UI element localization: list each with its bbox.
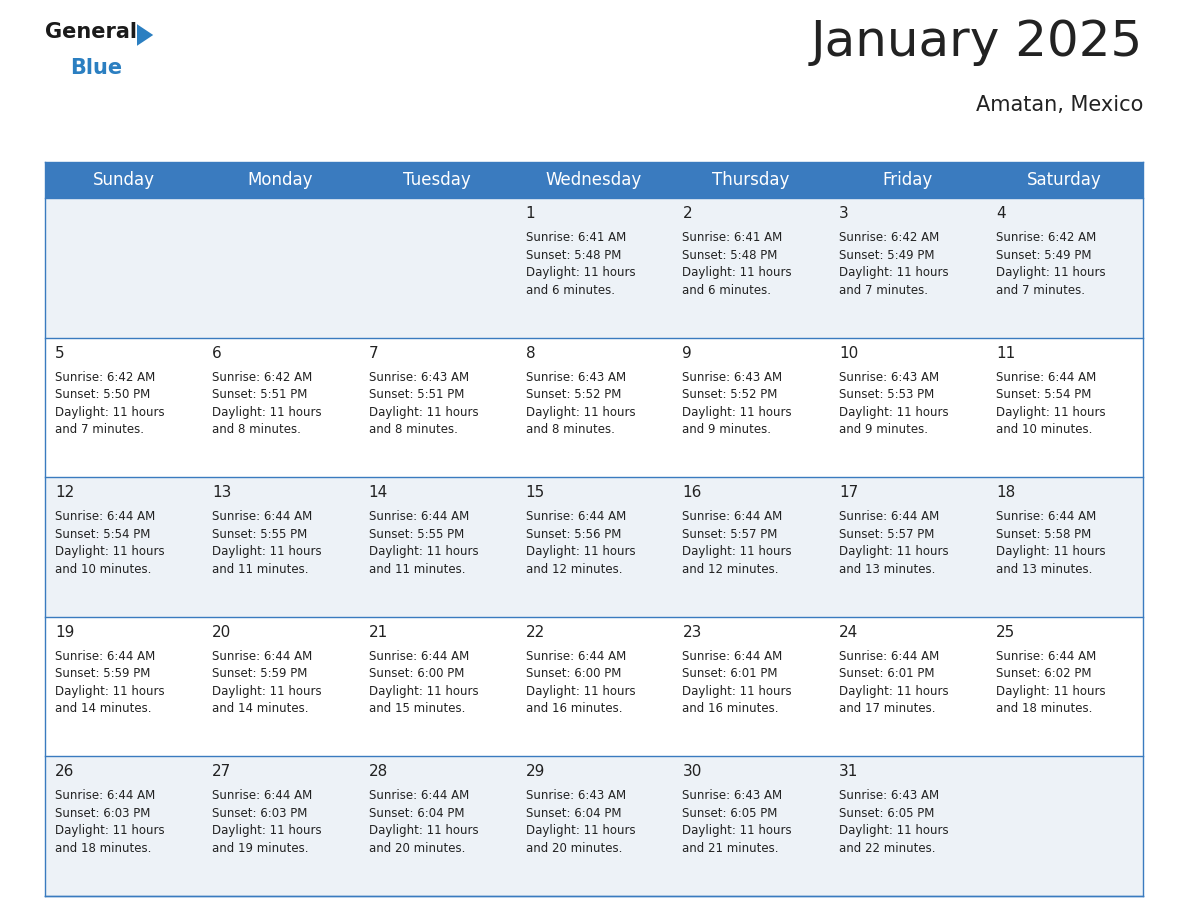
- Text: 3: 3: [839, 206, 849, 221]
- Text: 2: 2: [682, 206, 693, 221]
- Text: 24: 24: [839, 625, 859, 640]
- Text: January 2025: January 2025: [810, 18, 1143, 66]
- Text: Amatan, Mexico: Amatan, Mexico: [975, 95, 1143, 115]
- Bar: [45, 756, 1143, 896]
- Text: 18: 18: [997, 486, 1016, 500]
- Text: 20: 20: [211, 625, 232, 640]
- Text: 13: 13: [211, 486, 232, 500]
- Text: 19: 19: [55, 625, 75, 640]
- Text: Sunrise: 6:44 AM
Sunset: 6:00 PM
Daylight: 11 hours
and 16 minutes.: Sunrise: 6:44 AM Sunset: 6:00 PM Dayligh…: [525, 650, 636, 715]
- Text: Sunrise: 6:41 AM
Sunset: 5:48 PM
Daylight: 11 hours
and 6 minutes.: Sunrise: 6:41 AM Sunset: 5:48 PM Dayligh…: [525, 231, 636, 297]
- Text: 11: 11: [997, 345, 1016, 361]
- Text: 26: 26: [55, 765, 75, 779]
- Text: Tuesday: Tuesday: [403, 171, 470, 189]
- Text: 5: 5: [55, 345, 64, 361]
- Text: Friday: Friday: [883, 171, 933, 189]
- Bar: [45, 338, 1143, 477]
- Text: 27: 27: [211, 765, 232, 779]
- Text: Sunrise: 6:44 AM
Sunset: 5:54 PM
Daylight: 11 hours
and 10 minutes.: Sunrise: 6:44 AM Sunset: 5:54 PM Dayligh…: [55, 510, 165, 576]
- Text: Sunrise: 6:41 AM
Sunset: 5:48 PM
Daylight: 11 hours
and 6 minutes.: Sunrise: 6:41 AM Sunset: 5:48 PM Dayligh…: [682, 231, 792, 297]
- Text: 17: 17: [839, 486, 859, 500]
- Bar: [45, 617, 1143, 756]
- Text: 14: 14: [368, 486, 388, 500]
- Text: Sunrise: 6:43 AM
Sunset: 5:52 PM
Daylight: 11 hours
and 8 minutes.: Sunrise: 6:43 AM Sunset: 5:52 PM Dayligh…: [525, 371, 636, 436]
- Text: Sunrise: 6:44 AM
Sunset: 6:01 PM
Daylight: 11 hours
and 17 minutes.: Sunrise: 6:44 AM Sunset: 6:01 PM Dayligh…: [839, 650, 949, 715]
- Text: 12: 12: [55, 486, 74, 500]
- Text: Wednesday: Wednesday: [545, 171, 643, 189]
- Text: 30: 30: [682, 765, 702, 779]
- Text: 21: 21: [368, 625, 388, 640]
- Text: Sunrise: 6:44 AM
Sunset: 5:59 PM
Daylight: 11 hours
and 14 minutes.: Sunrise: 6:44 AM Sunset: 5:59 PM Dayligh…: [55, 650, 165, 715]
- Text: Sunrise: 6:44 AM
Sunset: 6:00 PM
Daylight: 11 hours
and 15 minutes.: Sunrise: 6:44 AM Sunset: 6:00 PM Dayligh…: [368, 650, 479, 715]
- Text: Sunrise: 6:44 AM
Sunset: 6:03 PM
Daylight: 11 hours
and 18 minutes.: Sunrise: 6:44 AM Sunset: 6:03 PM Dayligh…: [55, 789, 165, 855]
- Text: Sunrise: 6:43 AM
Sunset: 5:51 PM
Daylight: 11 hours
and 8 minutes.: Sunrise: 6:43 AM Sunset: 5:51 PM Dayligh…: [368, 371, 479, 436]
- Text: General: General: [45, 22, 137, 42]
- Text: Sunrise: 6:44 AM
Sunset: 5:57 PM
Daylight: 11 hours
and 12 minutes.: Sunrise: 6:44 AM Sunset: 5:57 PM Dayligh…: [682, 510, 792, 576]
- Text: 15: 15: [525, 486, 545, 500]
- Bar: [45, 198, 1143, 338]
- Text: 7: 7: [368, 345, 378, 361]
- Text: Sunrise: 6:42 AM
Sunset: 5:50 PM
Daylight: 11 hours
and 7 minutes.: Sunrise: 6:42 AM Sunset: 5:50 PM Dayligh…: [55, 371, 165, 436]
- Text: 9: 9: [682, 345, 693, 361]
- Bar: [45, 477, 1143, 617]
- Text: Sunrise: 6:44 AM
Sunset: 5:56 PM
Daylight: 11 hours
and 12 minutes.: Sunrise: 6:44 AM Sunset: 5:56 PM Dayligh…: [525, 510, 636, 576]
- Text: Sunrise: 6:44 AM
Sunset: 6:01 PM
Daylight: 11 hours
and 16 minutes.: Sunrise: 6:44 AM Sunset: 6:01 PM Dayligh…: [682, 650, 792, 715]
- Text: Sunrise: 6:42 AM
Sunset: 5:49 PM
Daylight: 11 hours
and 7 minutes.: Sunrise: 6:42 AM Sunset: 5:49 PM Dayligh…: [839, 231, 949, 297]
- Text: Sunrise: 6:44 AM
Sunset: 6:02 PM
Daylight: 11 hours
and 18 minutes.: Sunrise: 6:44 AM Sunset: 6:02 PM Dayligh…: [997, 650, 1106, 715]
- Text: 22: 22: [525, 625, 545, 640]
- Text: Sunrise: 6:44 AM
Sunset: 5:59 PM
Daylight: 11 hours
and 14 minutes.: Sunrise: 6:44 AM Sunset: 5:59 PM Dayligh…: [211, 650, 322, 715]
- Text: Sunrise: 6:43 AM
Sunset: 6:04 PM
Daylight: 11 hours
and 20 minutes.: Sunrise: 6:43 AM Sunset: 6:04 PM Dayligh…: [525, 789, 636, 855]
- Text: Sunrise: 6:43 AM
Sunset: 6:05 PM
Daylight: 11 hours
and 22 minutes.: Sunrise: 6:43 AM Sunset: 6:05 PM Dayligh…: [839, 789, 949, 855]
- Text: 8: 8: [525, 345, 536, 361]
- Text: Sunrise: 6:43 AM
Sunset: 5:53 PM
Daylight: 11 hours
and 9 minutes.: Sunrise: 6:43 AM Sunset: 5:53 PM Dayligh…: [839, 371, 949, 436]
- Text: 1: 1: [525, 206, 536, 221]
- Text: 4: 4: [997, 206, 1006, 221]
- Polygon shape: [137, 24, 153, 46]
- Text: Blue: Blue: [70, 58, 122, 78]
- Text: 10: 10: [839, 345, 859, 361]
- Text: Sunrise: 6:44 AM
Sunset: 5:55 PM
Daylight: 11 hours
and 11 minutes.: Sunrise: 6:44 AM Sunset: 5:55 PM Dayligh…: [211, 510, 322, 576]
- Bar: [45, 162, 1143, 198]
- Text: 16: 16: [682, 486, 702, 500]
- Text: Sunrise: 6:44 AM
Sunset: 6:03 PM
Daylight: 11 hours
and 19 minutes.: Sunrise: 6:44 AM Sunset: 6:03 PM Dayligh…: [211, 789, 322, 855]
- Text: Sunrise: 6:44 AM
Sunset: 6:04 PM
Daylight: 11 hours
and 20 minutes.: Sunrise: 6:44 AM Sunset: 6:04 PM Dayligh…: [368, 789, 479, 855]
- Text: Sunrise: 6:42 AM
Sunset: 5:51 PM
Daylight: 11 hours
and 8 minutes.: Sunrise: 6:42 AM Sunset: 5:51 PM Dayligh…: [211, 371, 322, 436]
- Text: Sunrise: 6:44 AM
Sunset: 5:58 PM
Daylight: 11 hours
and 13 minutes.: Sunrise: 6:44 AM Sunset: 5:58 PM Dayligh…: [997, 510, 1106, 576]
- Text: 29: 29: [525, 765, 545, 779]
- Text: 31: 31: [839, 765, 859, 779]
- Text: Sunrise: 6:42 AM
Sunset: 5:49 PM
Daylight: 11 hours
and 7 minutes.: Sunrise: 6:42 AM Sunset: 5:49 PM Dayligh…: [997, 231, 1106, 297]
- Text: Sunrise: 6:43 AM
Sunset: 5:52 PM
Daylight: 11 hours
and 9 minutes.: Sunrise: 6:43 AM Sunset: 5:52 PM Dayligh…: [682, 371, 792, 436]
- Text: 6: 6: [211, 345, 222, 361]
- Text: Sunrise: 6:44 AM
Sunset: 5:55 PM
Daylight: 11 hours
and 11 minutes.: Sunrise: 6:44 AM Sunset: 5:55 PM Dayligh…: [368, 510, 479, 576]
- Text: Thursday: Thursday: [712, 171, 790, 189]
- Text: 23: 23: [682, 625, 702, 640]
- Text: Sunrise: 6:44 AM
Sunset: 5:57 PM
Daylight: 11 hours
and 13 minutes.: Sunrise: 6:44 AM Sunset: 5:57 PM Dayligh…: [839, 510, 949, 576]
- Text: 28: 28: [368, 765, 388, 779]
- Text: Sunday: Sunday: [93, 171, 154, 189]
- Text: Saturday: Saturday: [1028, 171, 1102, 189]
- Text: Monday: Monday: [247, 171, 312, 189]
- Text: Sunrise: 6:44 AM
Sunset: 5:54 PM
Daylight: 11 hours
and 10 minutes.: Sunrise: 6:44 AM Sunset: 5:54 PM Dayligh…: [997, 371, 1106, 436]
- Text: 25: 25: [997, 625, 1016, 640]
- Text: Sunrise: 6:43 AM
Sunset: 6:05 PM
Daylight: 11 hours
and 21 minutes.: Sunrise: 6:43 AM Sunset: 6:05 PM Dayligh…: [682, 789, 792, 855]
